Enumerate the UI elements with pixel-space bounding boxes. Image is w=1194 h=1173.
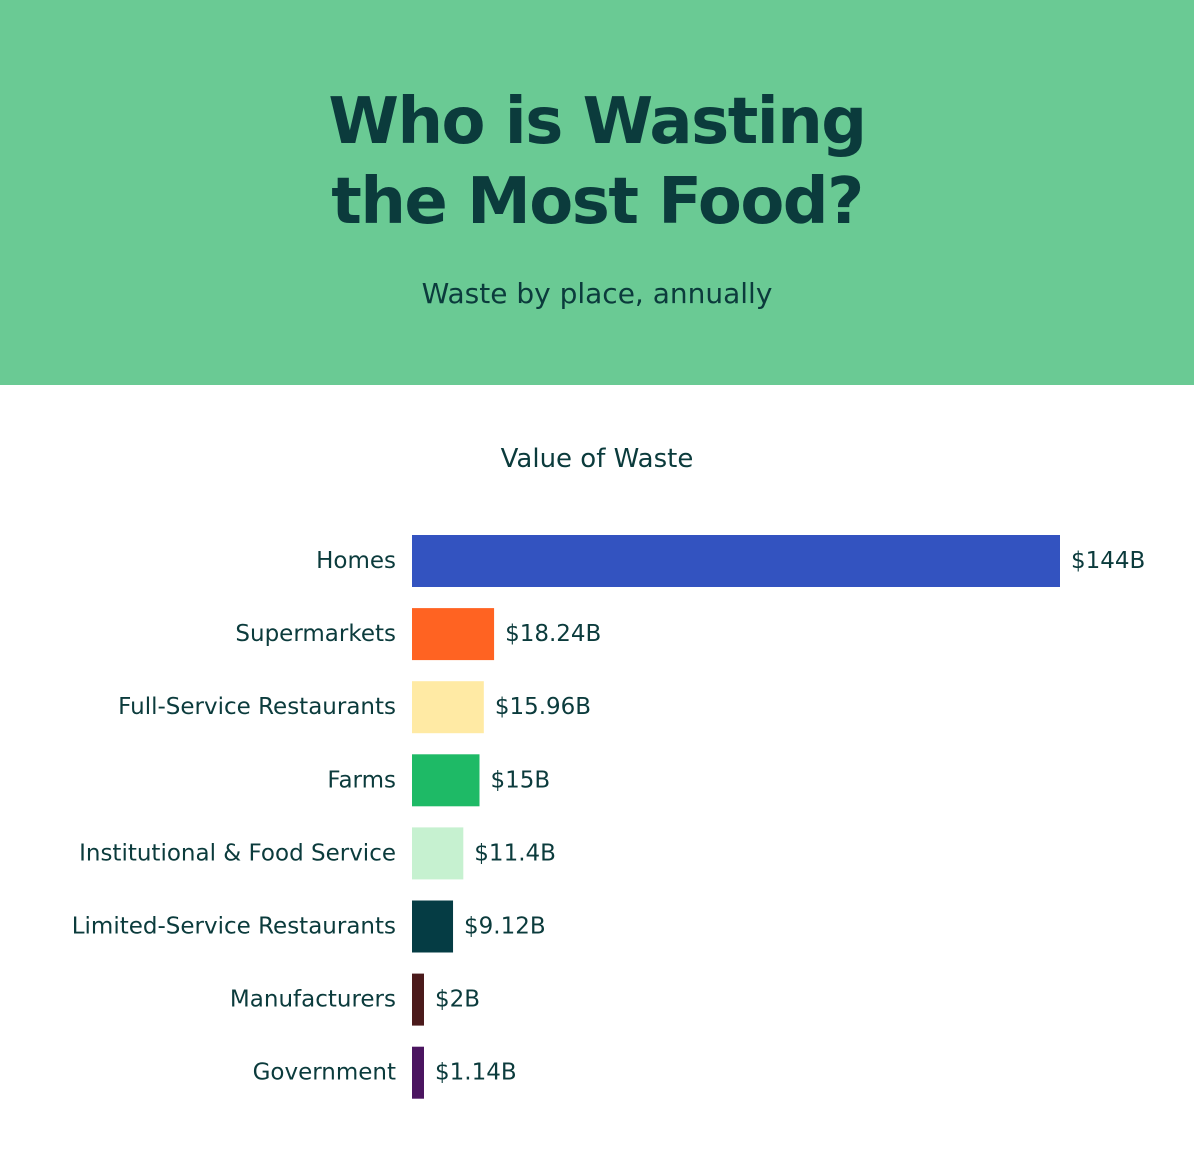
category-label: Manufacturers: [230, 987, 396, 1013]
value-label: $1.14B: [435, 1060, 517, 1086]
bar: [412, 973, 424, 1026]
bar: [412, 827, 464, 880]
category-label: Limited-Service Restaurants: [72, 914, 396, 940]
chart-title: Value of Waste: [500, 444, 694, 474]
bar: [412, 1046, 424, 1099]
value-label: $9.12B: [464, 914, 546, 940]
value-label: $2B: [435, 987, 480, 1013]
value-label: $15.96B: [495, 694, 591, 720]
page-title: Who is Wasting the Most Food?: [0, 82, 1194, 242]
category-label: Government: [253, 1060, 396, 1086]
category-label: Full-Service Restaurants: [118, 694, 396, 720]
value-label: $144B: [1071, 548, 1145, 574]
category-label: Supermarkets: [235, 621, 396, 647]
title-line-1: Who is Wasting: [328, 85, 867, 159]
bar: [412, 608, 495, 661]
page-subtitle: Waste by place, annually: [421, 277, 773, 310]
bar: [412, 535, 1060, 587]
category-label: Farms: [327, 767, 396, 793]
bar: [412, 900, 454, 953]
category-label: Institutional & Food Service: [79, 840, 396, 866]
category-label: Homes: [316, 548, 396, 574]
title-line-2: the Most Food?: [331, 165, 864, 239]
bar: [412, 754, 480, 807]
bar: [412, 681, 484, 734]
value-label: $11.4B: [474, 840, 556, 866]
value-label: $18.24B: [505, 621, 601, 647]
value-label: $15B: [491, 767, 551, 793]
header-banner: Who is Wasting the Most Food? Waste by p…: [0, 0, 1194, 385]
